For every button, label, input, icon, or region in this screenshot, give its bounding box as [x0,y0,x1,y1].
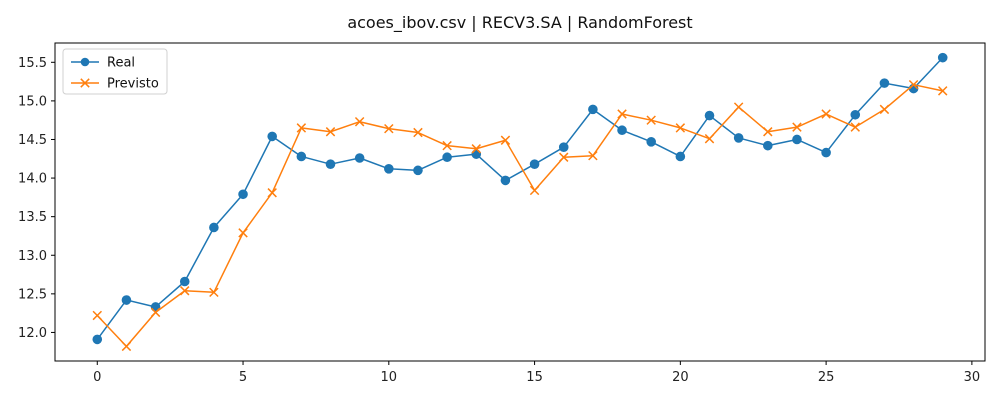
y-tick-label: 13.5 [18,210,47,225]
data-point [121,341,132,352]
data-point [617,109,627,119]
data-point [267,188,277,198]
data-point [675,151,686,162]
data-point [879,78,890,88]
data-point [617,125,627,136]
data-point [442,152,452,163]
y-tick-label: 14.0 [18,172,47,187]
x-tick-label: 5 [239,370,247,385]
legend-item-previsto: Previsto [71,77,159,92]
data-point [792,134,802,145]
x-tick-label: 0 [93,370,101,385]
x-tick-label: 15 [526,370,543,385]
data-point [675,123,686,133]
data-point [646,136,656,147]
data-point [267,131,277,142]
data-point [500,175,511,186]
data-point [529,185,540,196]
data-point [558,152,569,162]
data-point [471,149,482,159]
data-point [209,222,219,233]
data-point [879,104,890,115]
series-line [96,83,943,348]
x-tick-label: 20 [672,370,689,385]
series-line [96,57,944,340]
data-point [209,287,219,298]
legend: Real Previsto [62,48,168,95]
data-point [325,159,336,169]
x-tick-label: 30 [964,370,981,385]
data-point [763,127,773,137]
data-point [908,79,919,90]
data-point [763,140,773,151]
data-point [529,159,540,169]
data-point [733,133,744,143]
data-point [442,140,452,151]
x-tick-label: 25 [818,370,835,385]
data-point [646,115,656,125]
data-point [850,122,860,132]
data-point [296,123,307,133]
axes: 0 5 10 15 20 25 30 12.0 12.5 13.0 13.5 14.0 14.5 15.0… [18,42,986,385]
legend-marker [80,78,90,88]
data-point [937,52,948,63]
data-point [471,144,482,154]
legend-item-real: Real [71,56,135,71]
data-point [238,189,248,200]
data-point [354,153,365,163]
data-point [558,142,569,152]
data-point [850,109,861,120]
y-tick-label: 12.0 [18,326,47,341]
data-point [500,135,511,145]
data-point [792,122,802,132]
data-point [238,228,248,238]
data-point [733,102,744,112]
data-point [937,86,948,96]
data-point [384,123,394,134]
data-point [92,310,103,321]
chart-title: acoes_ibov.csv | RECV3.SA | RandomForest [347,13,692,33]
y-tick-label: 13.0 [18,249,47,264]
plot-frame [54,42,986,362]
series-real [92,52,948,345]
data-point [121,295,132,305]
legend-label: Previsto [107,77,159,92]
series-previsto [92,79,948,352]
data-point [180,286,190,296]
data-point [150,307,161,318]
data-point [821,109,831,119]
data-point [384,164,394,174]
data-point [179,276,190,287]
data-point [588,150,598,161]
data-point [821,147,831,158]
data-point [354,116,365,127]
data-point [588,104,598,115]
y-tick-label: 12.5 [18,287,47,302]
data-point [704,133,715,144]
data-point [325,127,336,137]
y-tick-label: 15.0 [18,94,47,109]
legend-label: Real [107,56,135,71]
x-tick-label: 10 [381,370,398,385]
series-layer [92,52,948,352]
data-point [296,151,307,162]
data-point [413,165,423,176]
y-tick-label: 14.5 [18,133,47,148]
data-point [92,334,103,345]
legend-marker [80,57,90,67]
y-tick-label: 15.5 [18,56,47,71]
data-point [150,302,161,312]
data-point [413,127,423,138]
data-point [704,110,715,121]
